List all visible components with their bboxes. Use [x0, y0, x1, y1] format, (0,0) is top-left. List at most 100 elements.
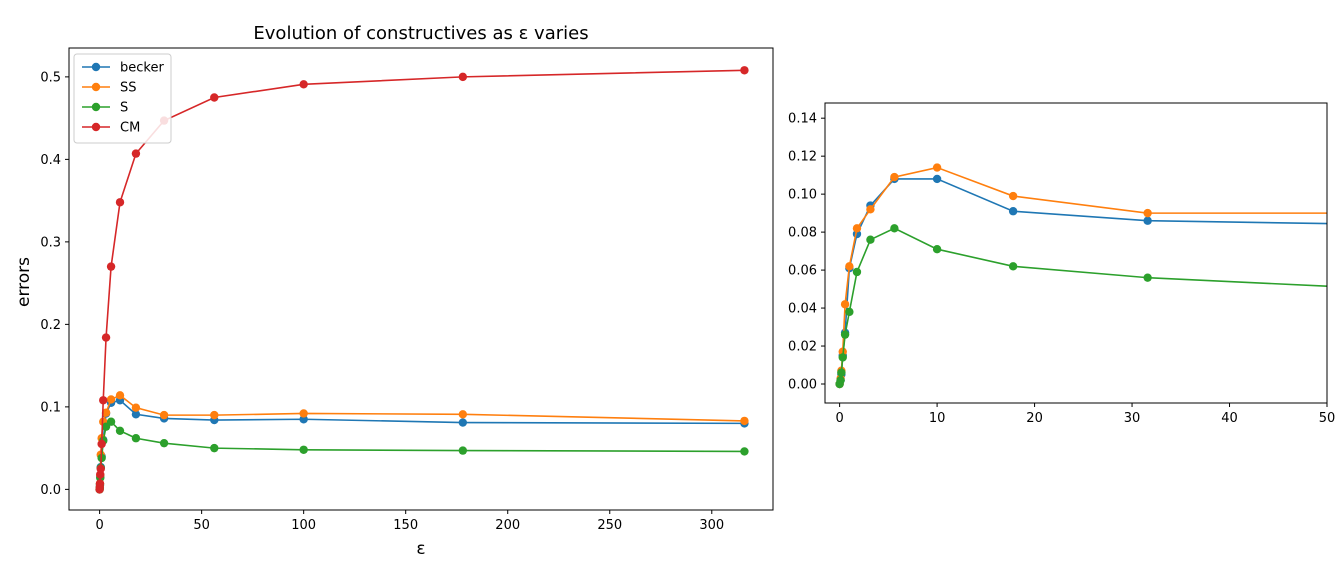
- data-point-ss: [866, 205, 875, 214]
- data-point-s: [890, 224, 899, 233]
- data-point-ss: [115, 391, 125, 400]
- legend-label-cm: CM: [120, 121, 140, 136]
- data-point-becker: [131, 410, 141, 419]
- x-tick-label: 0: [95, 518, 103, 533]
- x-axis-label: ε: [416, 539, 425, 559]
- data-point-cm: [458, 72, 468, 82]
- data-point-ss: [852, 224, 862, 233]
- data-point-s: [131, 434, 141, 443]
- plot-frame: [68, 47, 774, 511]
- data-point-s: [1143, 273, 1152, 282]
- series-line-cm: [98, 69, 745, 490]
- data-point-ss: [1008, 191, 1018, 201]
- data-point-ss: [740, 416, 749, 426]
- legend-label-becker: becker: [120, 61, 164, 76]
- data-point-becker: [299, 415, 308, 424]
- y-tick-label: 0.1: [40, 400, 61, 415]
- data-point-s: [836, 376, 845, 385]
- x-tick-label: 150: [393, 518, 418, 533]
- data-point-becker: [458, 418, 468, 427]
- y-tick-label: 0.14: [788, 112, 817, 127]
- data-point-ss: [845, 262, 854, 271]
- legend-swatch-marker: [91, 62, 101, 72]
- data-point-cm: [740, 66, 749, 75]
- data-point-ss: [101, 408, 111, 417]
- x-tick-label: 30: [1124, 411, 1141, 426]
- data-point-s: [852, 267, 862, 277]
- data-point-s: [740, 447, 749, 456]
- x-tick-label: 50: [193, 518, 210, 533]
- chart-title: Evolution of constructives as ε varies: [253, 23, 588, 44]
- data-point-s: [838, 353, 847, 362]
- data-point-s: [840, 330, 850, 339]
- x-tick-label: 10: [929, 411, 946, 426]
- series-line-becker: [838, 178, 1327, 385]
- data-point-cm: [115, 198, 125, 207]
- data-point-cm: [96, 464, 105, 473]
- legend-swatch-marker: [91, 82, 101, 92]
- data-point-s: [845, 307, 854, 317]
- data-point-s: [115, 426, 125, 435]
- legend-swatch-marker: [91, 102, 101, 112]
- data-point-cm: [299, 80, 308, 89]
- data-point-ss: [210, 410, 219, 420]
- x-tick-label: 20: [1026, 411, 1043, 426]
- plot-frame: [824, 102, 1328, 404]
- data-point-ss: [299, 409, 308, 418]
- data-point-becker: [1008, 207, 1018, 216]
- series-line-ss: [838, 166, 1327, 385]
- data-point-cm: [99, 396, 108, 405]
- x-tick-label: 100: [291, 518, 316, 533]
- x-tick-label: 0: [835, 411, 843, 426]
- legend-label-ss: SS: [120, 81, 137, 96]
- y-tick-label: 0.2: [40, 318, 61, 333]
- y-tick-label: 0.10: [788, 188, 817, 203]
- data-point-s: [932, 245, 942, 254]
- data-point-cm: [101, 333, 111, 342]
- data-point-cm: [210, 93, 219, 102]
- series-line-ss: [98, 394, 745, 490]
- data-point-ss: [159, 410, 169, 420]
- x-tick-label: 40: [1221, 411, 1238, 426]
- data-point-s: [1008, 262, 1018, 271]
- data-point-s: [299, 445, 308, 454]
- series-line-s: [838, 227, 1327, 385]
- data-point-ss: [131, 403, 141, 412]
- data-point-ss: [1143, 208, 1152, 218]
- y-tick-label: 0.08: [788, 226, 817, 241]
- y-tick-label: 0.04: [788, 302, 817, 317]
- data-point-s: [106, 417, 116, 426]
- data-point-s: [159, 438, 169, 448]
- y-tick-label: 0.06: [788, 264, 817, 279]
- y-axis-label: errors: [14, 257, 34, 307]
- legend-box: [73, 53, 172, 144]
- x-tick-label: 200: [495, 518, 520, 533]
- data-point-ss: [840, 300, 850, 309]
- y-tick-label: 0.00: [788, 378, 817, 393]
- main-plot: 0 50 100 150 200 250 300 0.0 0.1 0.2 0.3 0.4 0.5: [40, 47, 774, 533]
- legend-label-s: S: [120, 101, 128, 116]
- data-point-s: [458, 446, 468, 455]
- x-tick-label: 250: [597, 518, 622, 533]
- y-tick-label: 0.5: [40, 70, 61, 85]
- data-point-ss: [106, 395, 116, 404]
- data-point-ss: [932, 163, 942, 172]
- y-tick-label: 0.0: [40, 483, 61, 498]
- data-point-ss: [458, 410, 468, 419]
- data-point-s: [210, 443, 219, 453]
- data-point-becker: [932, 174, 942, 184]
- data-point-cm: [131, 149, 141, 158]
- data-point-s: [866, 235, 875, 244]
- data-point-cm: [106, 262, 116, 271]
- inset-plot: 0 10 20 30 40 50 0.00 0.02 0.04 0.06 0.08 0.10 0.12 0…: [788, 102, 1336, 426]
- data-point-ss: [890, 172, 899, 182]
- data-point-becker: [1143, 216, 1152, 225]
- x-tick-label: 50: [1319, 411, 1336, 426]
- data-point-cm: [95, 479, 105, 488]
- y-tick-label: 0.3: [40, 235, 61, 250]
- y-tick-label: 0.4: [40, 153, 61, 168]
- series-line-s: [98, 420, 745, 490]
- y-tick-label: 0.12: [788, 150, 817, 165]
